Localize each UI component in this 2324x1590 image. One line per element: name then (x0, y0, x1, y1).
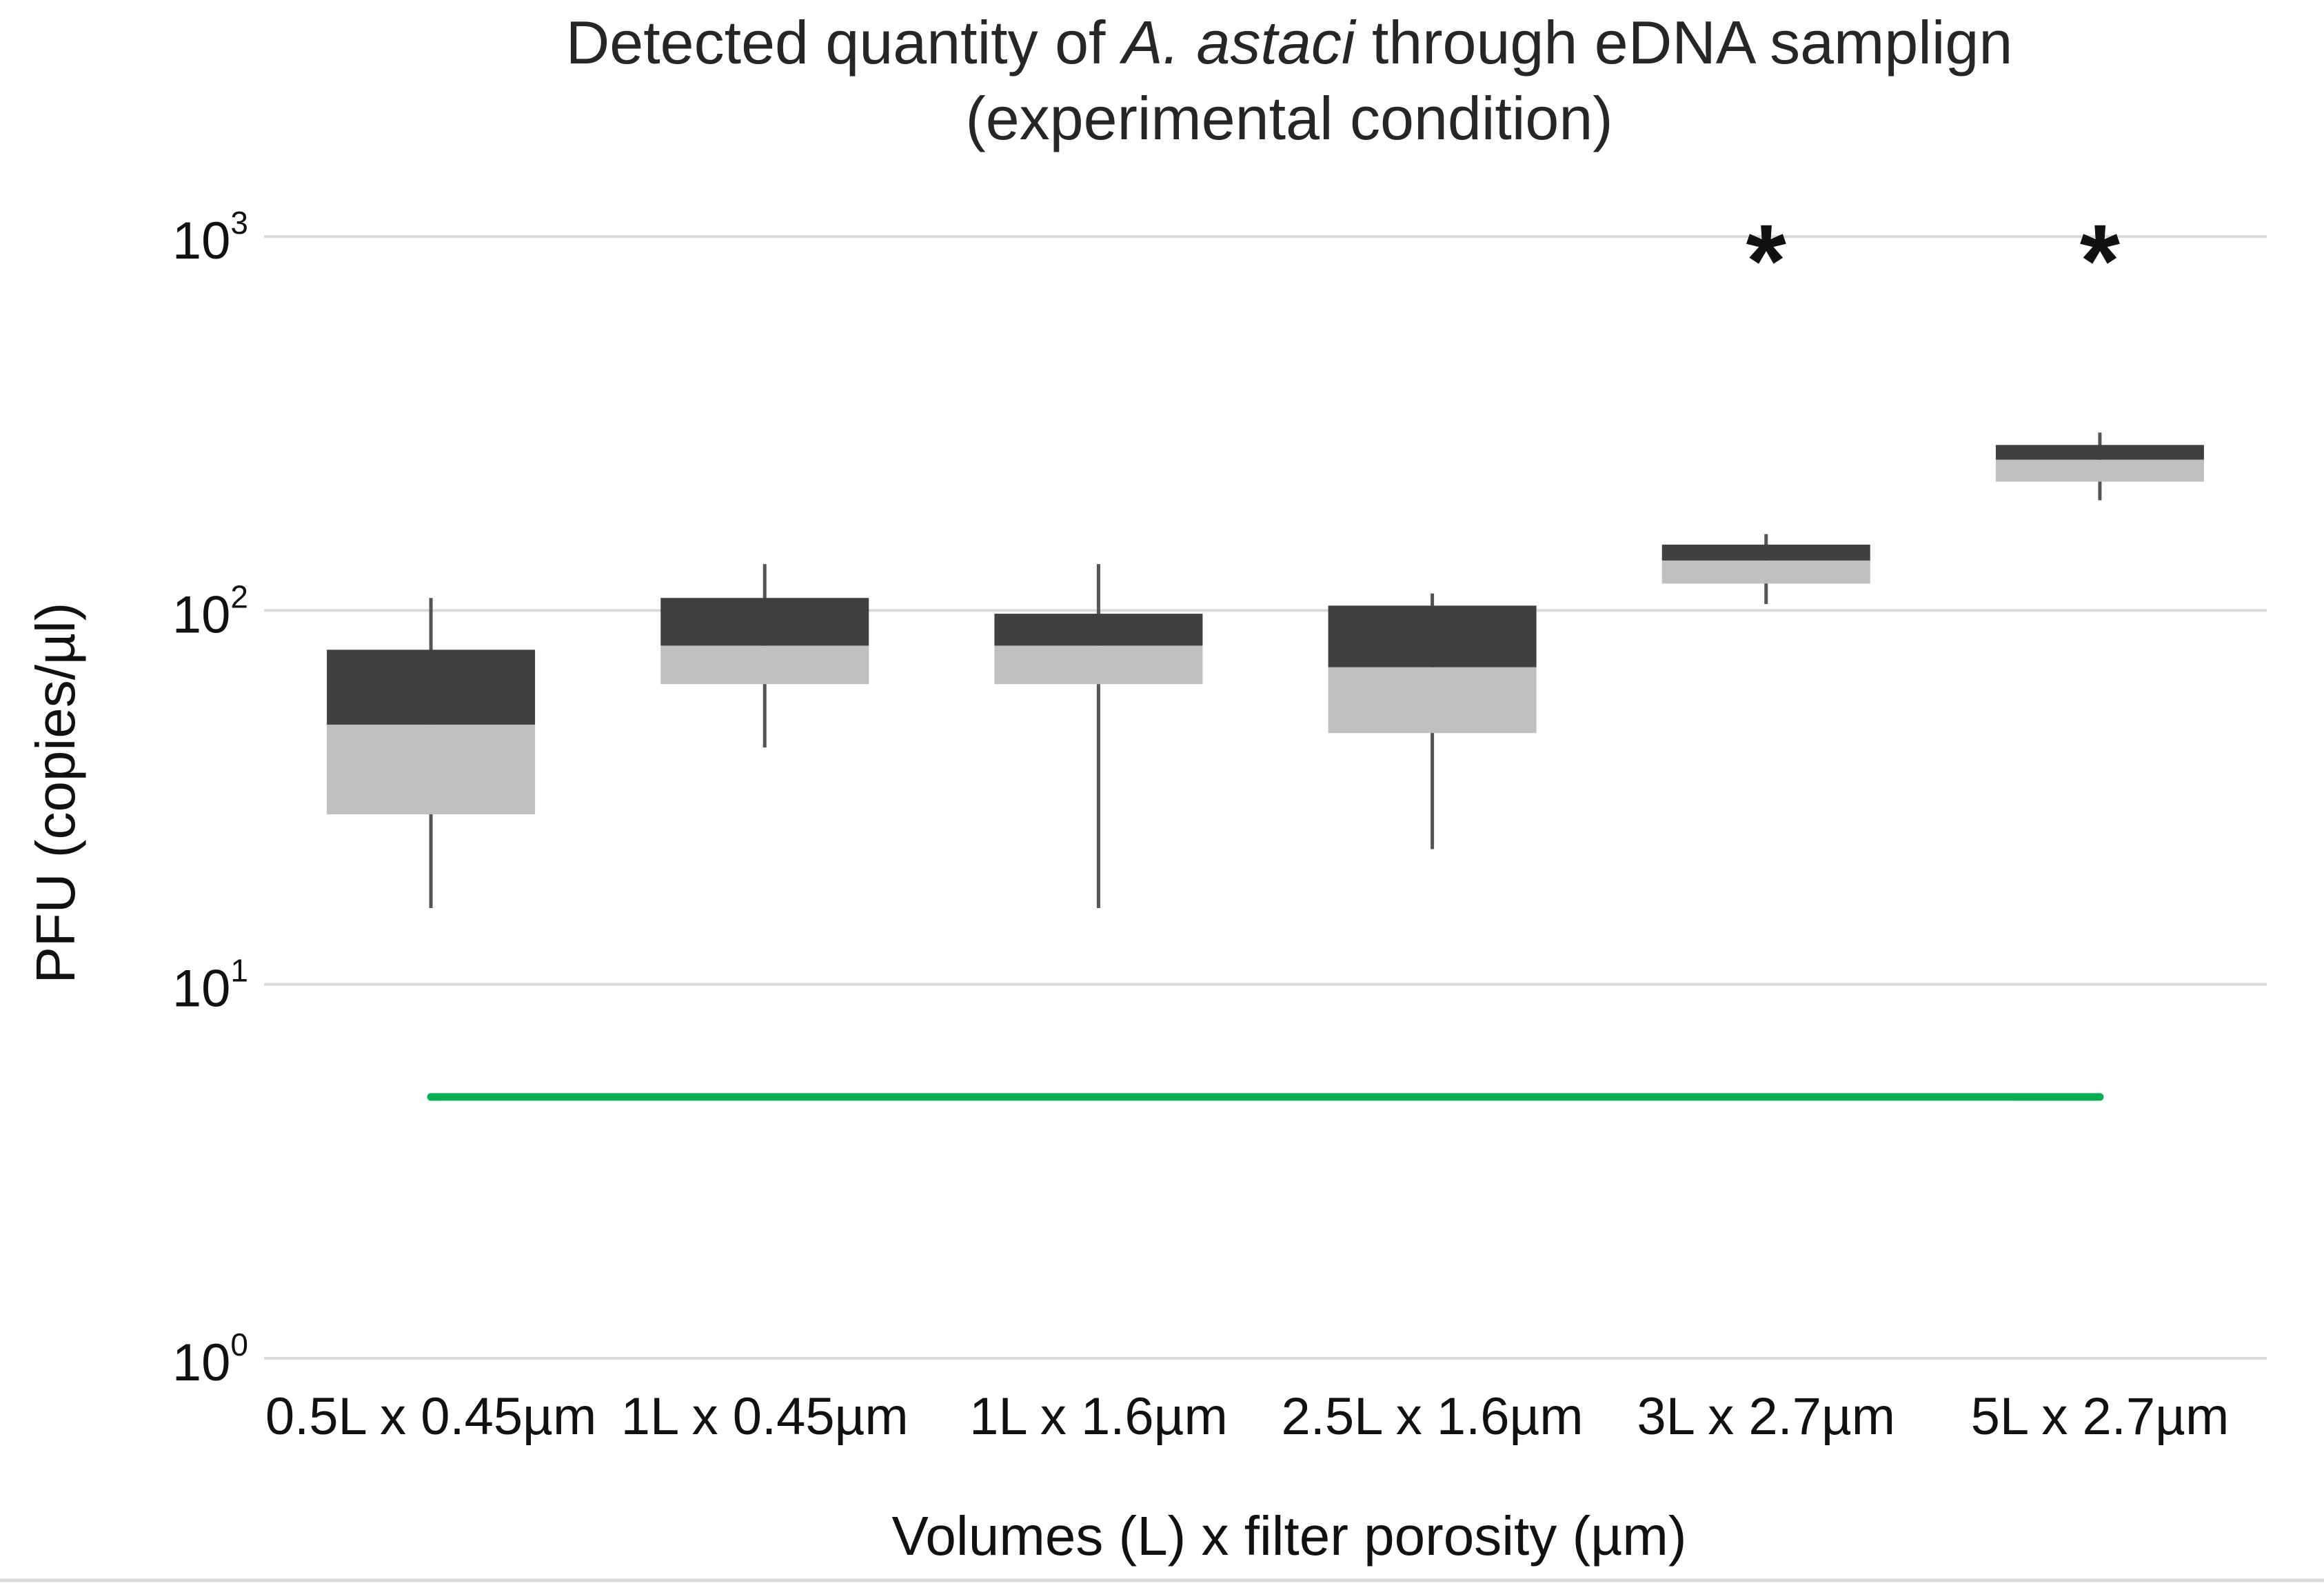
box-lower-5 (1995, 459, 2204, 482)
box-lower-1 (660, 645, 869, 685)
box-5 (1995, 432, 2204, 501)
x-tick-label-2: 1L x 1.6µm (969, 1387, 1228, 1446)
box-upper-3 (1328, 605, 1537, 667)
box-4 (1661, 534, 1870, 605)
box-lower-4 (1661, 560, 1870, 584)
grid-lines (264, 235, 2267, 1360)
x-tick-label-0: 0.5L x 0.45µm (265, 1387, 596, 1446)
chart-title-part-1: Detected quantity of (566, 8, 1122, 77)
y-tick-label-2: 102 (172, 578, 248, 644)
box-3 (1328, 593, 1537, 849)
x-axis-label: Volumes (L) x filter porosity (µm) (891, 1505, 1686, 1567)
box-0 (327, 598, 536, 908)
box-lower-2 (994, 645, 1203, 685)
y-axis-label: PFU (copies/µl) (25, 603, 86, 984)
y-tick-exponent-1: 1 (230, 953, 248, 989)
box-lower-0 (327, 724, 536, 814)
box-1 (660, 564, 869, 748)
chart-title-part-2-italic: A. astaci (1119, 8, 1357, 77)
x-tick-label-1: 1L x 0.45µm (621, 1387, 909, 1446)
y-tick-exponent-3: 3 (230, 205, 248, 241)
y-tick-exponent-0: 0 (230, 1327, 248, 1362)
x-tick-label-3: 2.5L x 1.6µm (1282, 1387, 1584, 1446)
significance-star-5: * (2080, 203, 2121, 319)
x-axis-ticks: 0.5L x 0.45µm 1L x 0.45µm 1L x 1.6µm 2.5L x… (265, 1387, 2229, 1446)
significance-star-4: * (1746, 203, 1787, 319)
box-upper-5 (1995, 445, 2204, 460)
y-tick-label-3: 103 (172, 205, 248, 270)
box-upper-2 (994, 614, 1203, 646)
x-tick-label-5: 5L x 2.7µm (1971, 1387, 2230, 1446)
y-tick-base-3: 10 (172, 212, 231, 270)
box-upper-0 (327, 650, 536, 725)
y-tick-label-0: 100 (172, 1327, 248, 1392)
box-upper-1 (660, 598, 869, 646)
box-lower-3 (1328, 667, 1537, 734)
y-tick-base-1: 10 (172, 960, 231, 1018)
box-series (327, 432, 2204, 908)
x-tick-label-4: 3L x 2.7µm (1637, 1387, 1895, 1446)
y-tick-base-2: 10 (172, 585, 231, 644)
y-tick-label-1: 101 (172, 953, 248, 1018)
y-tick-base-0: 10 (172, 1334, 231, 1392)
box-2 (994, 564, 1203, 908)
chart-title-part-3: through eDNA samplign (1355, 8, 2012, 77)
y-tick-exponent-2: 2 (230, 578, 248, 614)
chart-subtitle: (experimental condition) (965, 84, 1613, 152)
significance-markers: * * (1746, 203, 2121, 319)
box-upper-4 (1661, 544, 1870, 561)
chart-title: Detected quantity of A. astaci through e… (566, 8, 2013, 77)
